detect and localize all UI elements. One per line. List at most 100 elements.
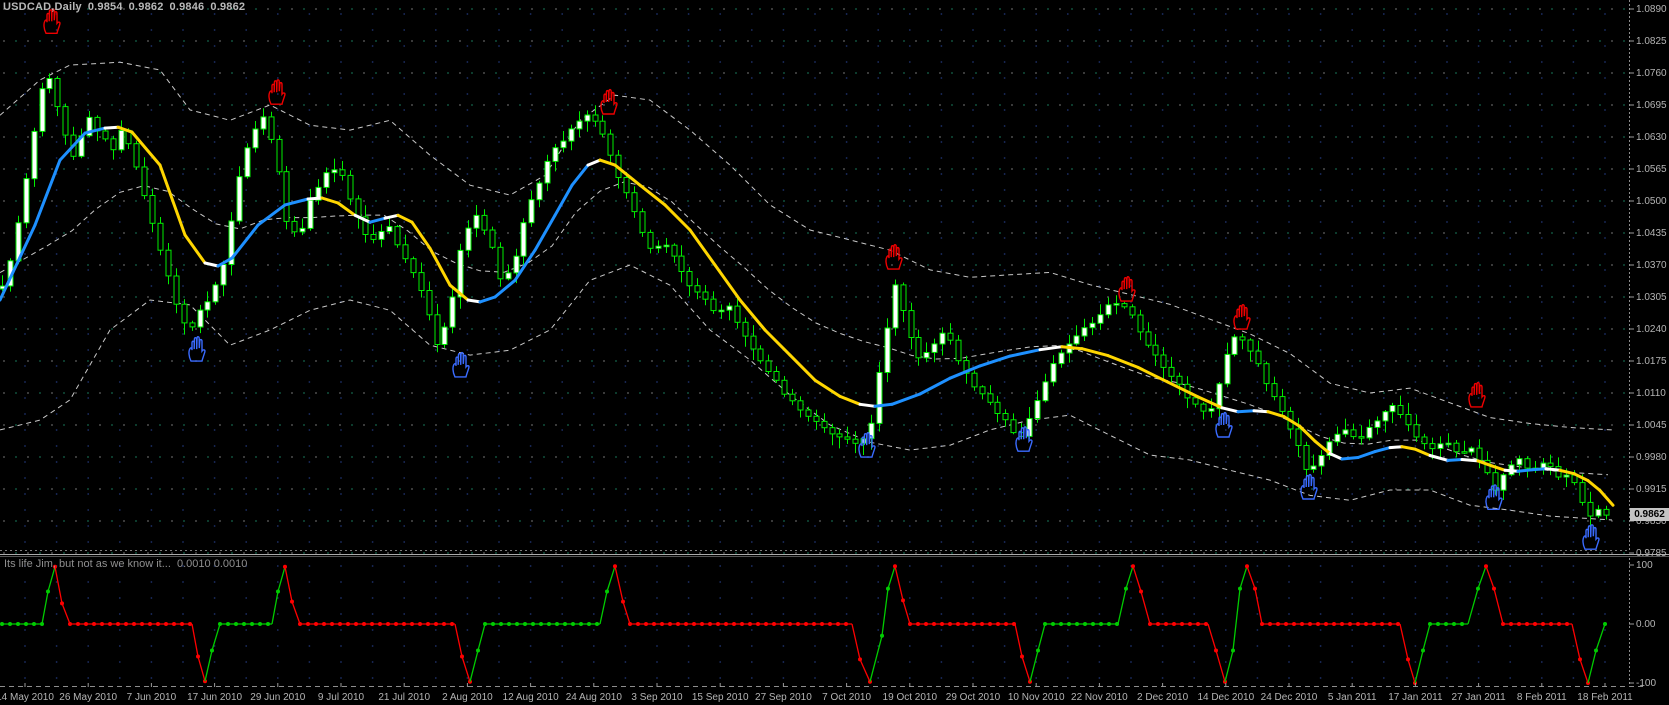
date-axis-label: 29 Jun 2010 (250, 692, 306, 703)
price-axis-label: 1.0630 (1636, 132, 1667, 143)
date-axis-label: 7 Oct 2010 (822, 692, 872, 703)
trend-ma-line (116, 125, 134, 134)
buy-signal-hand-icon[interactable] (452, 351, 470, 378)
trend-ma-line (283, 197, 310, 207)
sell-signal-hand-icon[interactable] (1118, 276, 1136, 302)
buy-signal-hand-icon[interactable] (1015, 426, 1033, 452)
trend-ma-line (813, 378, 842, 398)
date-axis-label: 21 Jul 2010 (378, 692, 431, 703)
date-axis-label: 22 Nov 2010 (1071, 692, 1128, 703)
date-axis-label: 24 Aug 2010 (565, 692, 622, 703)
trend-ma-line (336, 201, 357, 217)
trend-ma-line (33, 158, 62, 227)
trend-ma-line (948, 364, 982, 380)
trend-ma-line (1252, 409, 1270, 414)
price-axis-label: 0.9915 (1636, 484, 1667, 495)
sell-signal-hand-icon[interactable] (268, 79, 286, 105)
trend-ma-line (230, 223, 260, 260)
trend-ma-line (1558, 468, 1576, 476)
indicator-scale-label: 0.00 (1636, 619, 1656, 630)
trend-ma-line (978, 354, 1012, 368)
trend-ma-line (1428, 454, 1450, 462)
trend-ma-line (1220, 406, 1240, 414)
trend-ma-line (466, 298, 482, 304)
sell-signal-hand-icon[interactable] (1468, 381, 1486, 408)
trend-ma-line (1598, 489, 1615, 507)
trend-ma-line (493, 278, 517, 299)
sell-signal-hand-icon[interactable] (885, 244, 903, 270)
trend-ma-line (410, 220, 432, 250)
date-axis-label: 8 Feb 2011 (1516, 692, 1567, 703)
price-axis-label: 1.0370 (1636, 260, 1667, 271)
trend-ma-line (103, 125, 120, 130)
trend-ma-line (1136, 365, 1170, 384)
trend-ma-line (533, 213, 557, 252)
trend-ma-line (1460, 458, 1480, 463)
date-axis-label: 2 Dec 2010 (1137, 692, 1189, 703)
price-axis-label: 1.0890 (1636, 4, 1667, 15)
trend-ma-line (58, 131, 87, 162)
date-axis-label: 17 Jun 2010 (187, 692, 243, 703)
trend-ma-line (688, 228, 717, 267)
sell-signal-hand-icon[interactable] (43, 8, 61, 34)
trend-ma-line (838, 394, 862, 406)
trend-ma-line (1586, 479, 1602, 492)
price-axis-label: 1.0825 (1636, 36, 1667, 47)
trend-ma-line (1544, 467, 1562, 472)
trend-ma-line (183, 233, 207, 265)
trend-ma-line (738, 298, 767, 332)
trend-ma-line (1373, 446, 1392, 454)
trend-ma-line (663, 203, 692, 232)
price-axis-label: 0.9785 (1636, 548, 1667, 559)
buy-signal-hand-icon[interactable] (1485, 484, 1503, 510)
date-axis-label: 3 Sep 2010 (631, 692, 683, 703)
price-axis-label: 1.0045 (1636, 420, 1667, 431)
buy-signal-hand-icon[interactable] (1300, 473, 1318, 500)
trend-ma-line (1340, 456, 1360, 461)
price-axis-label: 1.0760 (1636, 68, 1667, 79)
chart-title: USDCAD,Daily 0.9854 0.9862 0.9846 0.9862 (3, 1, 251, 13)
buy-signal-hand-icon[interactable] (188, 336, 206, 362)
trend-ma-line (383, 213, 400, 220)
date-axis-label: 18 Feb 2011 (1577, 692, 1633, 703)
buy-signal-hand-icon[interactable] (1582, 524, 1600, 550)
trend-ma-line (203, 261, 220, 268)
trend-ma-line (598, 158, 617, 167)
low-value: 0.9846 (169, 1, 205, 13)
sell-signal-hand-icon[interactable] (600, 88, 618, 115)
open-value: 0.9854 (87, 1, 123, 13)
price-axis-label: 1.0435 (1636, 228, 1667, 239)
buy-signal-hand-icon[interactable] (858, 432, 876, 458)
date-axis-label: 5 Jan 2011 (1327, 692, 1377, 703)
trend-ma-line (788, 353, 817, 382)
trend-ma-line (1313, 439, 1332, 456)
trend-ma-line (1356, 450, 1377, 459)
trend-ma-line (1106, 354, 1140, 369)
trend-ma-line (1196, 395, 1224, 410)
trend-ma-line (1388, 445, 1404, 450)
trend-ma-line (0, 223, 37, 302)
trend-ma-line (1328, 452, 1344, 461)
trend-ma-line (130, 130, 162, 167)
trend-ma-line (256, 203, 287, 227)
date-axis-label: 9 Jul 2010 (317, 692, 365, 703)
bollinger-upper-band (0, 61, 1613, 431)
date-axis-label: 24 Dec 2010 (1260, 692, 1318, 703)
trend-ma-line (586, 158, 602, 167)
buy-signal-hand-icon[interactable] (1215, 411, 1233, 438)
trend-ma-line (1572, 472, 1590, 483)
trend-ma-line (1060, 345, 1084, 351)
trend-ma-line (1236, 409, 1256, 414)
trend-ma-line (1298, 425, 1317, 443)
sell-signal-hand-icon[interactable] (1233, 304, 1251, 330)
price-axis-label: 0.9980 (1636, 452, 1667, 463)
date-axis-label: 29 Oct 2010 (945, 692, 1001, 703)
bollinger-lower-band (0, 264, 1613, 521)
price-axis-label: 1.0110 (1636, 388, 1666, 399)
date-axis-label: 14 Dec 2010 (1197, 692, 1255, 703)
close-value: 0.9862 (210, 1, 246, 13)
price-axis-label: 1.0305 (1636, 292, 1667, 303)
trend-ma-line (513, 248, 537, 282)
trend-ma-line (158, 163, 187, 237)
